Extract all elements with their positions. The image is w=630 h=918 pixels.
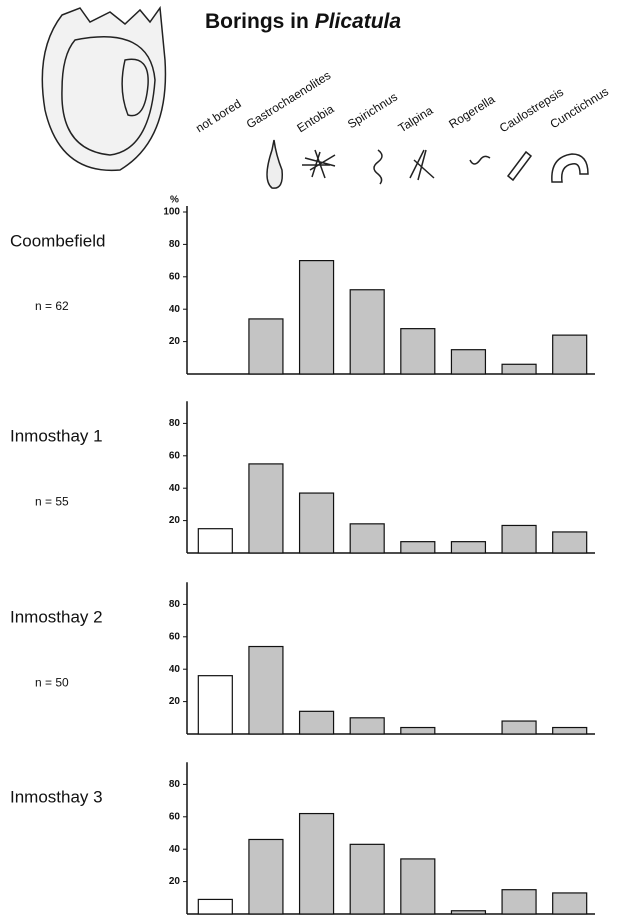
y-tick-label: 20 [169, 696, 181, 707]
panel-title: Inmosthay 3 [10, 788, 103, 807]
bar [552, 334, 588, 375]
panel-title: Coombefield [10, 231, 105, 250]
y-tick-label: 20 [169, 876, 181, 887]
bar [552, 531, 588, 554]
y-tick-label: 40 [169, 664, 181, 675]
bar [248, 318, 284, 375]
category-label: Rogerella [446, 92, 497, 131]
bar [450, 541, 487, 554]
category-label: Talpina [396, 103, 436, 135]
bar [400, 328, 436, 375]
title-text: Borings in [205, 10, 309, 33]
y-tick-label: 20 [169, 336, 181, 347]
bar [349, 717, 385, 735]
bar [197, 528, 233, 554]
title: Borings in Plicatula [205, 10, 401, 33]
bar [450, 910, 487, 915]
bar [450, 349, 487, 375]
bar [501, 363, 537, 375]
y-tick-label: 60 [169, 631, 181, 642]
bar [501, 524, 537, 554]
y-tick-label: 60 [169, 271, 181, 282]
bar [298, 812, 335, 915]
category-label: Spirichnus [345, 90, 400, 132]
bar [400, 726, 436, 735]
y-axis-label: % [170, 195, 179, 206]
icons [266, 139, 589, 189]
bar [552, 726, 588, 735]
bar [349, 289, 385, 375]
y-tick-label: 80 [169, 779, 181, 790]
y-tick-label: 80 [169, 239, 181, 250]
y-tick-label: 20 [169, 515, 181, 526]
bar [400, 541, 436, 554]
sample-size: n = 55 [35, 494, 69, 508]
bar [298, 492, 335, 554]
panel-title: Inmosthay 2 [10, 608, 103, 627]
bar [298, 710, 335, 735]
bar [400, 858, 436, 915]
sample-size: n = 62 [35, 299, 69, 313]
y-tick-label: 60 [169, 450, 181, 461]
y-tick-label: 40 [169, 844, 181, 855]
bar [248, 838, 284, 915]
y-tick-label: 80 [169, 599, 181, 610]
bar [298, 260, 335, 375]
bar [501, 720, 537, 735]
bar [197, 898, 233, 915]
bar [552, 892, 588, 915]
title-italic: Plicatula [315, 10, 402, 33]
y-tick-label: 40 [169, 483, 181, 494]
panel-title: Inmosthay 1 [10, 427, 103, 446]
y-tick-label: 80 [169, 418, 181, 429]
category-label: not bored [193, 96, 243, 135]
y-tick-label: 40 [169, 304, 181, 315]
bar [349, 843, 385, 915]
category-label: Entobia [294, 102, 336, 136]
y-tick-label: 100 [163, 207, 180, 218]
bar [248, 463, 284, 554]
y-tick-label: 60 [169, 811, 181, 822]
bar [501, 889, 537, 915]
bar [197, 675, 233, 735]
shell-drawing [41, 5, 167, 172]
bar [248, 645, 284, 735]
bar [349, 523, 385, 554]
sample-size: n = 50 [35, 675, 69, 689]
